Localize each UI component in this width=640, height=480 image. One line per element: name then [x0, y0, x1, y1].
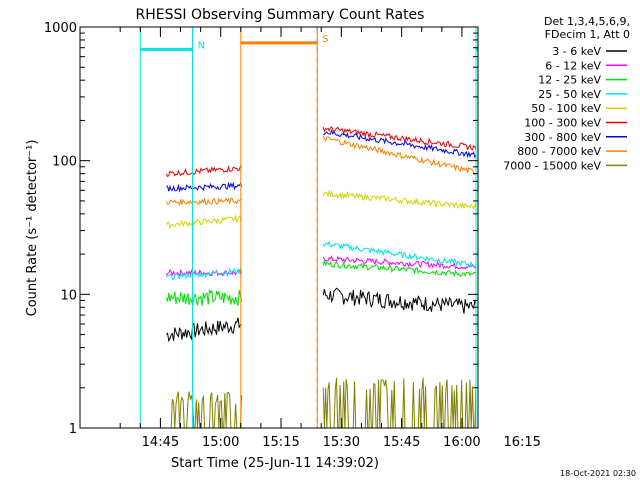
series-trace: [166, 391, 243, 429]
x-tick-label: 16:00: [443, 435, 480, 450]
chart-title: RHESSI Observing Summary Count Rates: [136, 7, 425, 23]
flag-1: N: [139, 27, 205, 428]
legend-label: 50 - 100 keV: [531, 102, 601, 115]
flag-2: S: [240, 27, 329, 428]
y-axis-label: Count Rate (s⁻¹ detector⁻¹): [25, 140, 40, 317]
x-tick-label: 15:30: [323, 435, 360, 450]
y-tick-label: 1000: [44, 21, 77, 36]
x-tick-label: 15:15: [262, 435, 299, 450]
series-2: [165, 255, 477, 278]
series-trace: [322, 189, 477, 211]
series-trace: [165, 267, 243, 281]
x-tick-label: 14:45: [142, 435, 179, 450]
x-tick-label: 15:00: [202, 435, 239, 450]
series-trace: [322, 125, 477, 151]
x-tick-label: 15:45: [383, 435, 420, 450]
flag-markers: NS: [139, 27, 478, 428]
series-trace: [166, 181, 243, 193]
series-trace: [166, 317, 242, 343]
legend-label: 25 - 50 keV: [538, 88, 601, 101]
series-trace: [322, 287, 477, 314]
legend-label: 6 - 12 keV: [545, 59, 601, 72]
flag-label: N: [198, 40, 205, 51]
legend-header-line2: FDecim 1, Att 0: [545, 28, 630, 41]
series-trace: [165, 197, 242, 207]
axes: 1 10 100 1000 14:45 15:00 15:15 15:30 15:45 16:00…: [44, 21, 541, 450]
legend-label: 300 - 800 keV: [524, 131, 601, 144]
legend-label: 7000 - 15000 keV: [503, 159, 601, 172]
y-tick-label: 10: [60, 288, 77, 303]
legend-label: 3 - 6 keV: [552, 45, 601, 58]
footer-date: 18-Oct-2021 02:30: [560, 469, 636, 478]
series-trace: [165, 214, 243, 230]
series-trace: [322, 135, 477, 176]
series-trace: [322, 255, 477, 270]
legend-label: 12 - 25 keV: [538, 74, 601, 87]
series-4: [165, 240, 477, 281]
series-1: [166, 287, 477, 343]
flag-label: S: [322, 34, 328, 45]
y-tick-label: 1: [69, 422, 77, 437]
series-trace: [165, 288, 243, 307]
series-trace: [322, 259, 477, 278]
series-5: [165, 189, 477, 230]
series-8: [165, 135, 477, 207]
y-tick-label: 100: [52, 155, 77, 170]
legend-label: 100 - 300 keV: [524, 117, 601, 130]
legend-label: 800 - 7000 keV: [517, 145, 601, 158]
series-trace: [322, 240, 477, 268]
x-axis-label: Start Time (25-Jun-11 14:39:02): [171, 456, 379, 471]
series-6: [165, 125, 477, 178]
legend-header-line1: Det 1,3,4,5,6,9,: [544, 15, 630, 28]
series-trace: [165, 268, 243, 278]
series-3: [165, 259, 477, 307]
series-7: [166, 129, 477, 193]
plot-frame: [79, 26, 479, 429]
series-trace: [323, 129, 477, 159]
x-tick-label: 16:15: [503, 435, 540, 450]
series-trace: [165, 164, 242, 178]
